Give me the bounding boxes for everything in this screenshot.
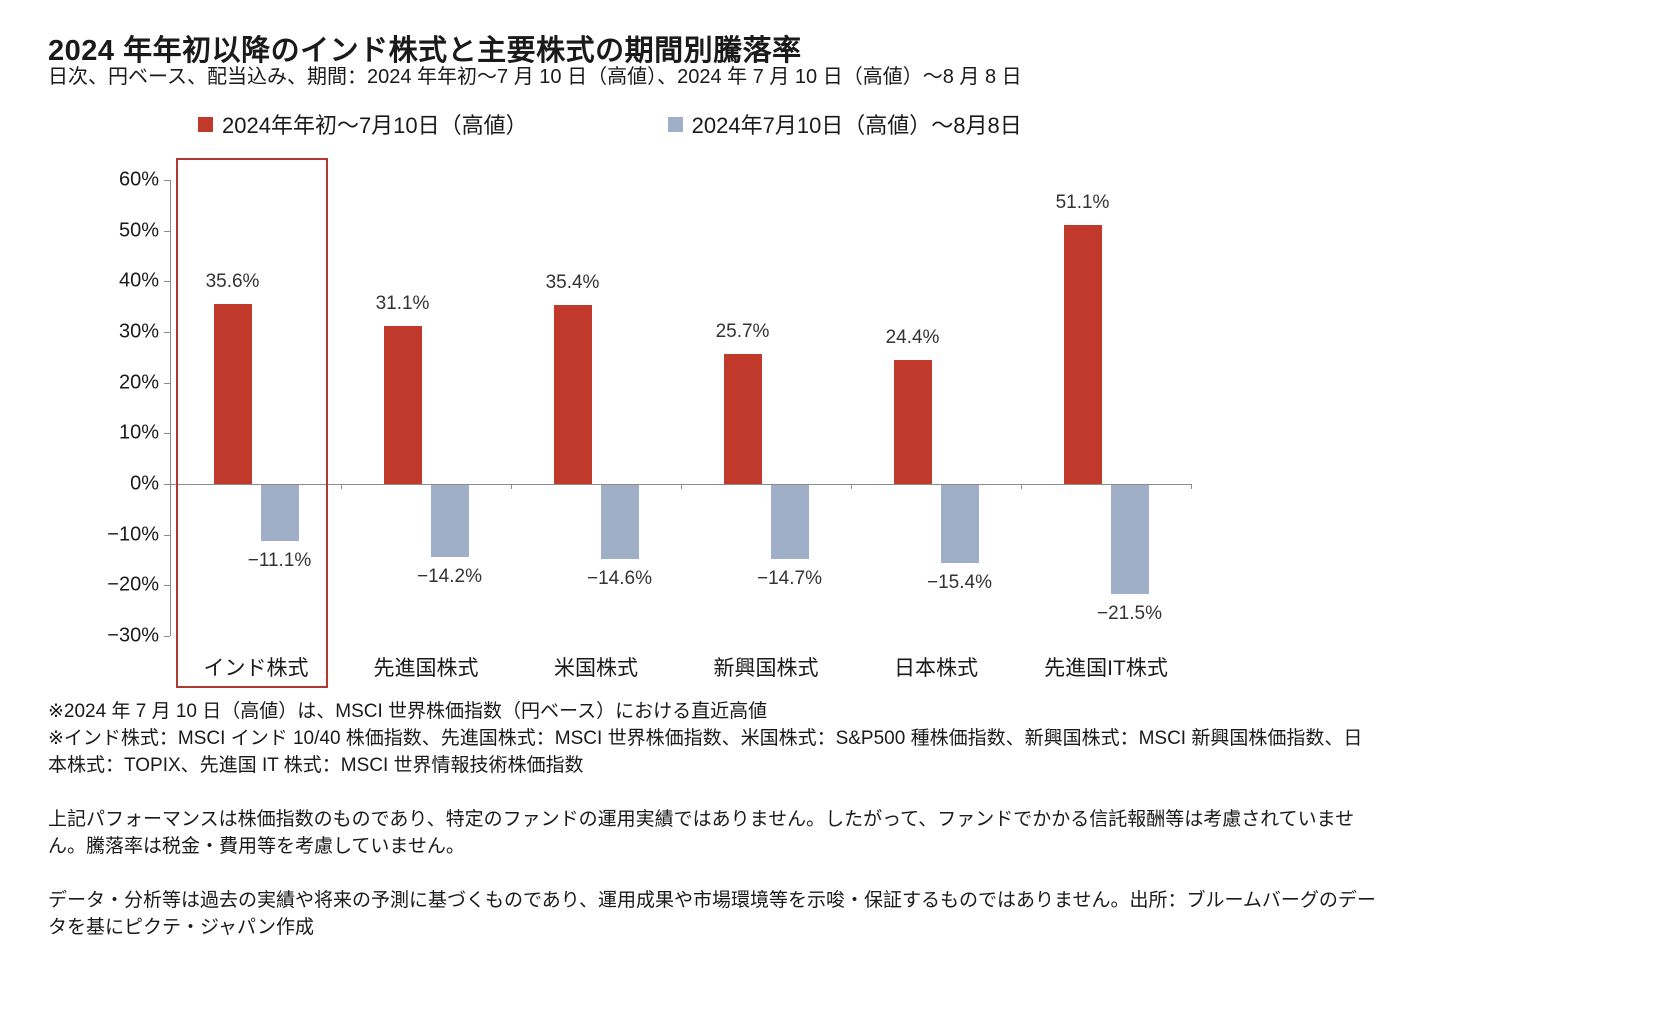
category-label: 米国株式 xyxy=(554,657,638,680)
y-tick-label: 0% xyxy=(130,472,159,495)
y-tick-label: 10% xyxy=(118,421,159,444)
page-title: 2024 年年初以降のインド株式と主要株式の期間別騰落率 xyxy=(48,35,802,68)
bar-period2 xyxy=(430,485,469,557)
bar-value-label: −11.1% xyxy=(247,550,312,572)
y-tick-label: 60% xyxy=(118,168,159,191)
bar-value-label: −14.2% xyxy=(417,565,482,587)
bar-value-label: −14.7% xyxy=(757,568,822,590)
y-tick-label: 20% xyxy=(118,371,159,394)
legend-swatch-blue xyxy=(667,116,683,132)
bar-period1 xyxy=(893,360,932,484)
y-axis-tick xyxy=(164,585,170,587)
y-axis-tick xyxy=(164,433,170,435)
y-axis-tick xyxy=(164,180,170,181)
y-tick-label: 30% xyxy=(118,320,159,343)
legend-item-period1: 2024年年初～7月10日（高値） xyxy=(198,108,528,140)
y-axis-tick xyxy=(164,230,170,232)
x-axis-tick xyxy=(341,484,342,489)
x-axis-tick xyxy=(511,484,512,489)
y-tick-label: −20% xyxy=(107,573,159,596)
india-highlight-box xyxy=(176,158,328,688)
x-axis-tick xyxy=(1021,484,1022,489)
bar-period2 xyxy=(940,485,979,564)
x-axis-tick xyxy=(851,484,852,489)
footnote-2: ※インド株式：MSCI インド 10/40 株価指数、先進国株式：MSCI 世界… xyxy=(48,728,1363,776)
bar-period2 xyxy=(1110,485,1149,594)
bar-period1 xyxy=(723,353,762,484)
bar-chart: 60% 50% 40% 30% 20% 10% 0% −10% −20% −30% 35.6% −11… xyxy=(0,150,1662,710)
y-tick-label: −10% xyxy=(107,523,159,546)
y-axis-tick xyxy=(164,281,170,283)
category-label: 日本株式 xyxy=(894,657,978,680)
category-label: 先進国株式 xyxy=(373,657,479,680)
y-tick-label: −30% xyxy=(107,624,159,647)
legend-label-period2: 2024年7月10日（高値）～8月8日 xyxy=(691,113,1022,138)
y-axis-tick xyxy=(164,382,170,384)
disclaimer-source: データ・分析等は過去の実績や将来の予測に基づくものであり、運用成果や市場環境等を… xyxy=(48,890,1376,938)
disclaimer-performance: 上記パフォーマンスは株価指数のものであり、特定のファンドの運用実績ではありません… xyxy=(48,809,1355,857)
y-axis-tick xyxy=(164,332,170,333)
y-tick-label: 40% xyxy=(118,269,159,292)
category-label: 先進国IT株式 xyxy=(1044,657,1168,680)
bar-period1 xyxy=(383,326,422,484)
y-axis-tick xyxy=(164,534,170,536)
bar-value-label: 31.1% xyxy=(375,293,430,315)
plot-area: 60% 50% 40% 30% 20% 10% 0% −10% −20% −30% 35.6% −11… xyxy=(107,169,1192,680)
bar-value-label: −14.6% xyxy=(587,567,652,589)
legend-swatch-red xyxy=(198,116,213,132)
bar-value-label: −15.4% xyxy=(927,572,992,594)
chart-legend: 2024年年初～7月10日（高値） 2024年7月10日（高値）～8月8日 xyxy=(198,108,1022,140)
category-label: インド株式 xyxy=(203,657,309,680)
bar-value-label: 25.7% xyxy=(715,320,770,342)
x-axis-tick xyxy=(1191,484,1192,489)
footnotes: ※2024 年 7 月 10 日（高値）は、MSCI 世界株価指数（円ベース）に… xyxy=(48,698,1378,941)
bar-period2 xyxy=(770,485,809,560)
x-axis-tick xyxy=(681,484,682,489)
bar-period1 xyxy=(1063,225,1102,484)
y-axis-tick xyxy=(164,484,170,485)
y-tick-label: 50% xyxy=(118,219,159,242)
bar-value-label: 35.4% xyxy=(545,271,600,293)
legend-item-period2: 2024年7月10日（高値）～8月8日 xyxy=(667,108,1022,140)
bar-value-label: −21.5% xyxy=(1097,602,1162,624)
category-label: 新興国株式 xyxy=(713,657,819,680)
bar-period1 xyxy=(213,303,252,484)
bar-value-label: 35.6% xyxy=(205,270,260,292)
bar-period1 xyxy=(553,304,592,484)
footnote-1: ※2024 年 7 月 10 日（高値）は、MSCI 世界株価指数（円ベース）に… xyxy=(48,701,768,722)
y-axis-tick xyxy=(164,636,170,637)
bar-value-label: 51.1% xyxy=(1055,192,1110,214)
bar-period2 xyxy=(260,485,299,542)
bar-value-label: 24.4% xyxy=(885,327,940,349)
chart-subtitle: 日次、円ベース、配当込み、期間：2024 年年初～7 月 10 日（高値）、20… xyxy=(48,66,1022,88)
bar-period2 xyxy=(600,485,639,559)
legend-label-period1: 2024年年初～7月10日（高値） xyxy=(222,113,528,138)
